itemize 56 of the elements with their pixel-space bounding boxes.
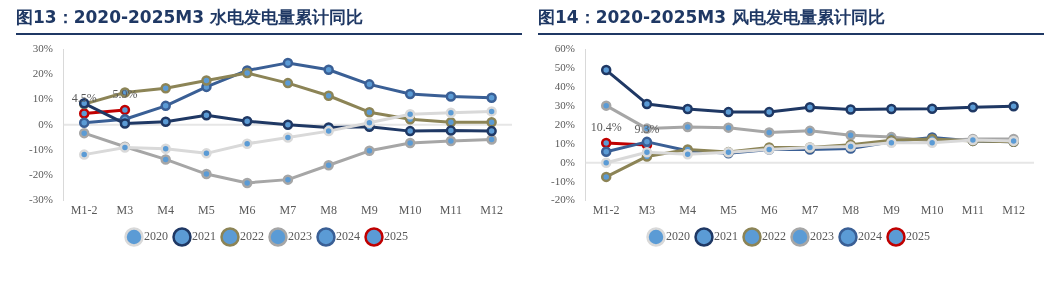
x-tick-label: M4	[679, 202, 697, 217]
x-tick-label: M7	[279, 202, 297, 217]
y-tick-label: 20%	[32, 67, 53, 80]
y-tick-label: 40%	[554, 79, 575, 92]
x-tick-label: M3	[638, 202, 656, 217]
data-label: 5.9%	[112, 87, 138, 102]
x-tick-label: M8	[842, 202, 859, 217]
x-tick-label: M7	[801, 202, 819, 217]
legend-label: 2020	[144, 229, 168, 244]
y-tick-label: -30%	[29, 193, 53, 206]
y-tick-label: -20%	[551, 193, 575, 206]
x-tick-label: M4	[157, 202, 175, 217]
x-tick-label: M9	[361, 202, 378, 217]
legend-label: 2022	[240, 229, 264, 244]
legend-label: 2023	[810, 229, 834, 244]
x-tick-label: M8	[320, 202, 337, 217]
x-tick-label: M3	[116, 202, 134, 217]
chart-title: 图13：2020-2025M3 水电发电量累计同比	[16, 4, 522, 35]
data-label: 10.4%	[590, 120, 622, 135]
y-tick-label: 30%	[554, 98, 575, 111]
legend-label: 2025	[384, 229, 408, 244]
legend-label: 2025	[906, 229, 930, 244]
y-tick-label: -10%	[29, 142, 53, 155]
data-label: 9.3%	[634, 122, 660, 137]
x-tick-label: M5	[198, 202, 215, 217]
y-tick-label: 0%	[38, 117, 53, 130]
chart-title: 图14：2020-2025M3 风电发电量累计同比	[538, 4, 1044, 35]
legend-label: 2021	[714, 229, 738, 244]
x-tick-label: M12	[480, 202, 503, 217]
x-tick-label: M9	[883, 202, 900, 217]
y-tick-label: 0%	[560, 155, 575, 168]
y-tick-label: 50%	[554, 60, 575, 73]
legend-label: 2021	[192, 229, 216, 244]
y-tick-label: -20%	[29, 168, 53, 181]
y-tick-label: 20%	[554, 117, 575, 130]
x-tick-label: M10	[920, 202, 944, 217]
legend-label: 2024	[336, 229, 360, 244]
y-tick-label: 30%	[32, 41, 53, 54]
x-tick-label: M1-2	[592, 202, 620, 217]
x-tick-label: M10	[398, 202, 422, 217]
y-tick-label: 10%	[554, 136, 575, 149]
data-label: 4.5%	[71, 90, 97, 105]
legend-label: 2023	[288, 229, 312, 244]
y-tick-label: 10%	[32, 92, 53, 105]
x-tick-label: M11	[961, 202, 984, 217]
legend-label: 2024	[858, 229, 882, 244]
x-tick-label: M6	[760, 202, 778, 217]
legend-label: 2022	[762, 229, 786, 244]
x-tick-label: M1-2	[70, 202, 98, 217]
y-tick-label: -10%	[551, 174, 575, 187]
x-tick-label: M11	[439, 202, 462, 217]
x-tick-label: M5	[720, 202, 737, 217]
x-tick-label: M6	[238, 202, 256, 217]
y-tick-label: 60%	[554, 41, 575, 54]
legend-label: 2020	[666, 229, 690, 244]
x-tick-label: M12	[1002, 202, 1025, 217]
